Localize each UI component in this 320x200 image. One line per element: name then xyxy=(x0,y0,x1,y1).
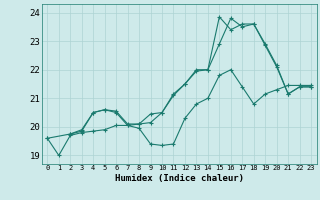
X-axis label: Humidex (Indice chaleur): Humidex (Indice chaleur) xyxy=(115,174,244,183)
